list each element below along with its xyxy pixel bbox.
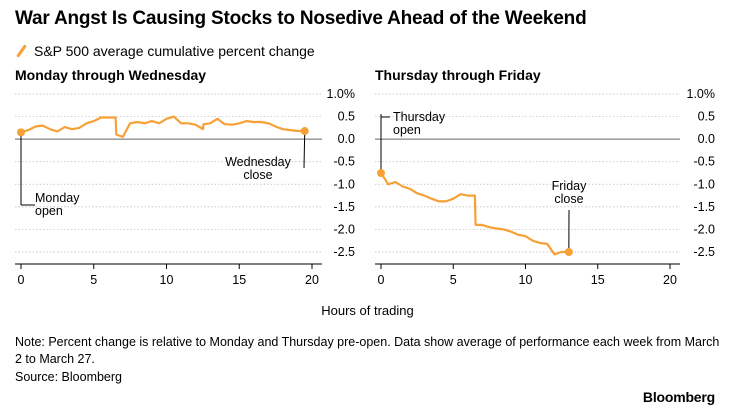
x-tick-label: 20 [663, 273, 677, 287]
annotation-label: Friday close [552, 179, 587, 206]
x-tick-label: 20 [305, 273, 319, 287]
annotation-point [564, 248, 573, 256]
y-tick-label: -2.5 [333, 245, 355, 259]
panel-title: Thursday through Friday [375, 67, 541, 83]
y-tick-label: -1.0 [693, 177, 715, 191]
legend: S&P 500 average cumulative percent chang… [15, 43, 315, 59]
series-line [379, 171, 571, 256]
annotation-leader [303, 131, 306, 169]
x-tick-label: 15 [232, 273, 246, 287]
chart-source: Source: Bloomberg [15, 370, 123, 384]
annotation-label: Monday open [35, 191, 80, 218]
brand-logo: Bloomberg [642, 389, 715, 405]
x-tick-label: 0 [18, 273, 25, 287]
x-tick-label: 10 [160, 273, 174, 287]
x-axis-label: Hours of trading [321, 303, 414, 318]
legend-label: S&P 500 average cumulative percent chang… [34, 43, 315, 59]
y-tick-label: 0.0 [338, 132, 355, 146]
y-tick-label: 1.0% [327, 87, 356, 101]
annotation-label: Wednesday close [225, 155, 292, 182]
annotation-point [17, 128, 25, 137]
chart-note: Note: Percent change is relative to Mond… [15, 335, 720, 366]
y-tick-label: -2.0 [693, 222, 715, 236]
x-tick-label: 5 [450, 273, 457, 287]
y-tick-label: 0.5 [698, 110, 715, 124]
y-tick-label: 0.0 [698, 132, 715, 146]
x-tick-label: 0 [378, 273, 385, 287]
panel-title: Monday through Wednesday [15, 67, 206, 83]
y-tick-label: -2.0 [333, 222, 355, 236]
annotation-point [300, 127, 309, 136]
y-tick-label: -1.0 [333, 177, 355, 191]
y-tick-label: -0.5 [333, 155, 355, 169]
x-tick-label: 10 [519, 273, 533, 287]
y-tick-label: 1.0% [687, 87, 716, 101]
y-tick-label: -2.5 [693, 245, 715, 259]
y-tick-label: -0.5 [693, 155, 715, 169]
annotation-label: Thursday open [393, 110, 446, 137]
chart-title: War Angst Is Causing Stocks to Nosedive … [15, 8, 587, 29]
series-line [19, 115, 306, 138]
y-tick-label: -1.5 [333, 200, 355, 214]
x-tick-label: 15 [591, 273, 605, 287]
charts-canvas: Monday through Wednesday 1.0% 0.5 0.0 -0.5 -1… [15, 67, 716, 287]
x-tick-label: 5 [90, 273, 97, 287]
y-tick-label: 0.5 [338, 110, 355, 124]
annotation-point [377, 169, 385, 177]
y-tick-label: -1.5 [693, 200, 715, 214]
